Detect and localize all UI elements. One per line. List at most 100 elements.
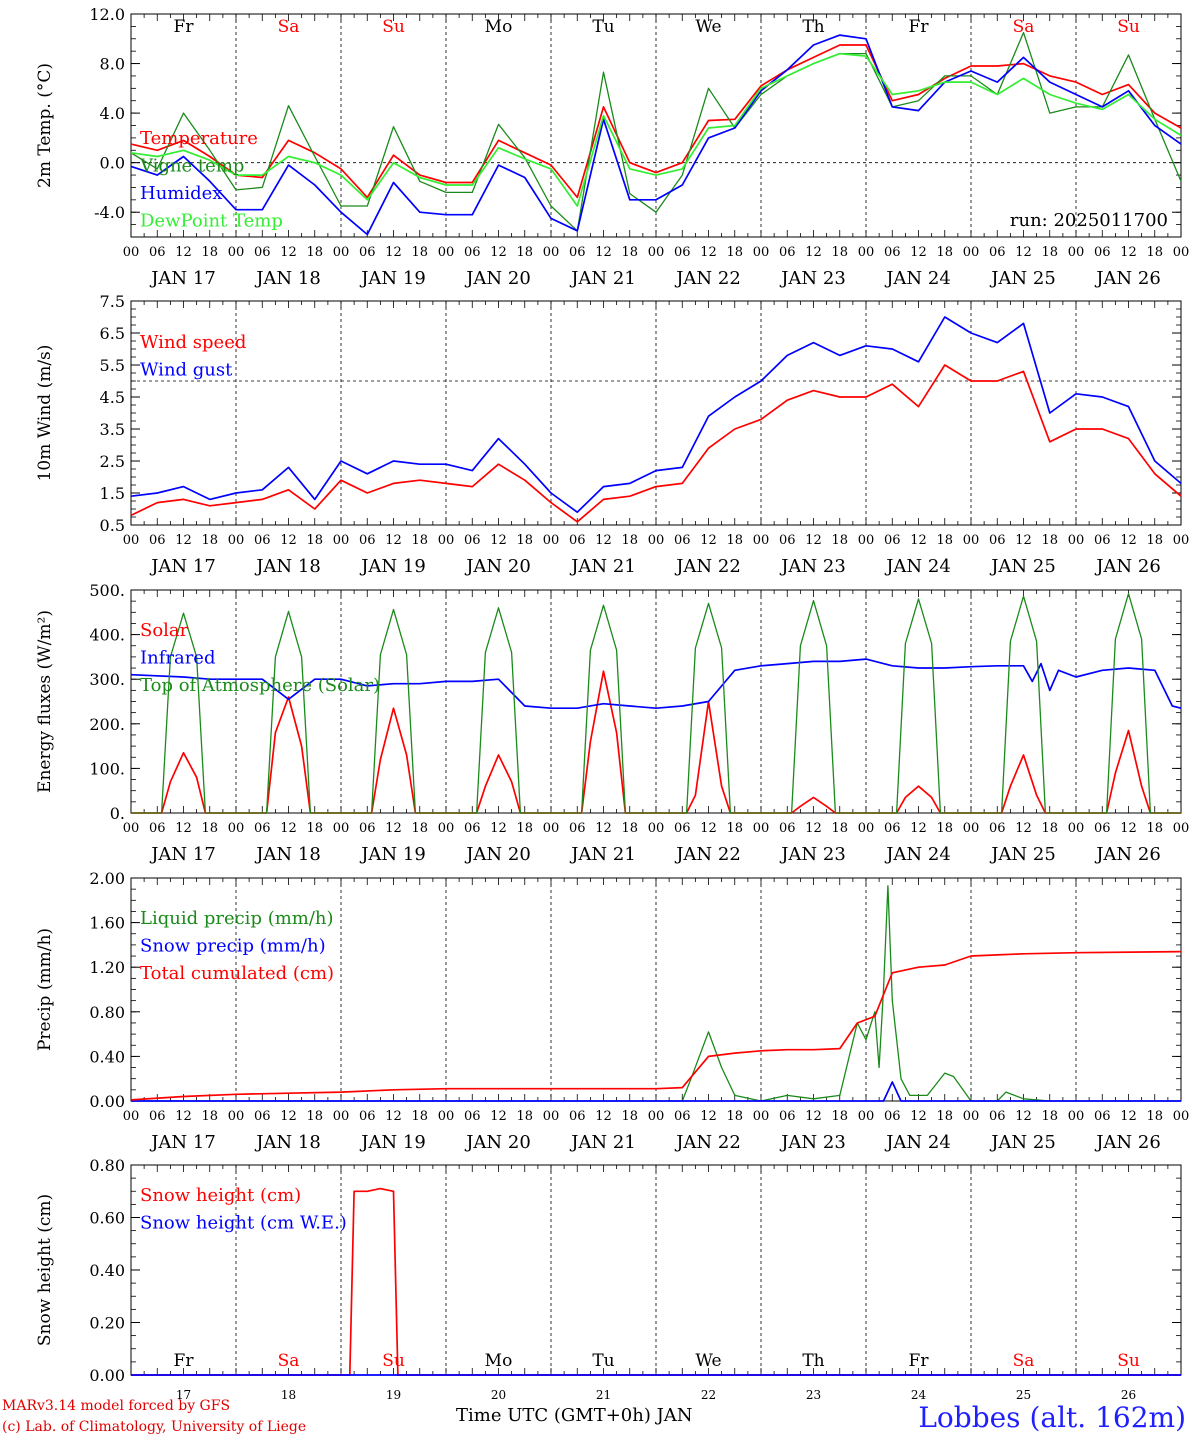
- hour-tick-label: 18: [726, 821, 743, 836]
- hour-tick-label: 18: [936, 245, 953, 260]
- hour-tick-label: 18: [1146, 533, 1163, 548]
- series-line-energy-green: [131, 592, 1181, 814]
- hour-tick-label: 06: [359, 245, 376, 260]
- hour-tick-label: 00: [438, 821, 455, 836]
- day-label: JAN 23: [779, 844, 846, 865]
- weekday-label: Fr: [909, 17, 930, 37]
- snow-y-tick-label: 0.20: [89, 1314, 125, 1333]
- hour-tick-label: 18: [726, 1109, 743, 1124]
- precip-y-tick-label: 1.60: [89, 914, 125, 933]
- wind-frame: [130, 300, 1182, 526]
- run-label: run: 2025011700: [1010, 210, 1168, 231]
- day-label: JAN 23: [779, 1132, 846, 1153]
- hour-tick-label: 18: [1146, 245, 1163, 260]
- hour-tick-label: 18: [936, 1109, 953, 1124]
- hour-tick-label: 18: [621, 821, 638, 836]
- hour-tick-label: 18: [411, 821, 428, 836]
- hour-tick-label: 06: [149, 821, 166, 836]
- hour-tick-label: 18: [306, 821, 323, 836]
- hour-tick-label: 06: [569, 1109, 586, 1124]
- series-line-temp-blue: [130, 34, 1182, 236]
- hour-tick-label: 12: [175, 821, 192, 836]
- hour-tick-label: 06: [674, 245, 691, 260]
- day-label: JAN 19: [359, 1132, 426, 1153]
- hour-tick-label: 00: [543, 821, 560, 836]
- day-label: JAN 18: [254, 556, 321, 577]
- time-axis-label: Time UTC (GMT+0h) JAN: [456, 1405, 693, 1426]
- hour-tick-label: 06: [884, 533, 901, 548]
- day-label: JAN 23: [779, 268, 846, 289]
- day-number-label: 25: [1016, 1388, 1031, 1402]
- hour-tick-label: 18: [201, 533, 218, 548]
- hour-tick-label: 06: [989, 245, 1006, 260]
- hour-tick-label: 12: [490, 533, 507, 548]
- legend-entry: Wind gust: [140, 360, 233, 381]
- hour-tick-label: 12: [595, 821, 612, 836]
- hour-tick-label: 00: [1068, 1109, 1085, 1124]
- hour-tick-label: 06: [1094, 821, 1111, 836]
- day-number-label: 19: [386, 1388, 401, 1402]
- wind-y-tick-label: 0.5: [100, 516, 125, 535]
- hour-tick-label: 06: [254, 821, 271, 836]
- hour-tick-label: 00: [333, 821, 350, 836]
- weekday-label: Su: [382, 17, 405, 37]
- hour-tick-label: 12: [700, 821, 717, 836]
- hour-tick-label: 06: [254, 533, 271, 548]
- weekday-label: Th: [802, 17, 824, 37]
- day-label: JAN 25: [989, 844, 1056, 865]
- legend-entry: Vigne temp: [139, 156, 244, 177]
- series-line-wind-red: [130, 364, 1182, 523]
- series-line-precip-blue: [131, 1081, 1181, 1102]
- hour-tick-label: 00: [753, 533, 770, 548]
- hour-tick-label: 06: [779, 533, 796, 548]
- weekday-label: Fr: [174, 17, 195, 37]
- hour-tick-label: 06: [1094, 1109, 1111, 1124]
- hour-tick-label: 12: [700, 533, 717, 548]
- day-label: JAN 21: [569, 268, 636, 289]
- day-number-label: 23: [806, 1388, 821, 1402]
- temp-y-tick-label: 4.0: [100, 104, 125, 123]
- hour-tick-label: 12: [1120, 533, 1137, 548]
- hour-tick-label: 06: [569, 533, 586, 548]
- hour-tick-label: 12: [280, 245, 297, 260]
- precip-y-tick-label: 2.00: [89, 869, 125, 888]
- lab-credit: (c) Lab. of Climatology, University of L…: [2, 1419, 307, 1435]
- hour-tick-label: 00: [543, 1109, 560, 1124]
- series-line-precip-red: [130, 950, 1182, 1101]
- wind-y-tick-label: 6.5: [100, 324, 125, 343]
- snow-y-tick-label: 0.00: [89, 1366, 125, 1385]
- day-label: JAN 24: [884, 844, 951, 865]
- day-label: JAN 22: [674, 1132, 741, 1153]
- hour-tick-label: 18: [831, 821, 848, 836]
- day-label: JAN 21: [569, 1132, 636, 1153]
- weekday-label: Fr: [909, 1351, 930, 1371]
- day-number-label: 24: [911, 1388, 927, 1402]
- hour-tick-label: 18: [411, 533, 428, 548]
- day-label: JAN 20: [464, 556, 531, 577]
- day-label: JAN 26: [1094, 1132, 1161, 1153]
- legend-entry: Snow height (cm W.E.): [140, 1213, 347, 1234]
- hour-tick-label: 06: [1094, 245, 1111, 260]
- precip-y-axis-title: Precip (mm/h): [35, 928, 55, 1051]
- wind-y-tick-label: 7.5: [100, 292, 125, 311]
- precip-y-tick-label: 1.20: [89, 958, 125, 977]
- hour-tick-label: 12: [595, 245, 612, 260]
- hour-tick-label: 12: [700, 245, 717, 260]
- day-label: JAN 17: [149, 844, 216, 865]
- hour-tick-label: 06: [254, 1109, 271, 1124]
- hour-tick-label: 00: [438, 245, 455, 260]
- hour-tick-label: 00: [753, 821, 770, 836]
- legend-entry: Solar: [140, 620, 189, 641]
- weekday-label: We: [695, 1351, 721, 1371]
- snow-y-tick-label: 0.80: [89, 1156, 125, 1175]
- precip-y-tick-label: 0.40: [89, 1047, 125, 1066]
- weekday-label: Tu: [592, 1351, 614, 1371]
- wind-y-tick-label: 3.5: [100, 420, 125, 439]
- legend-entry: Total cumulated (cm): [140, 963, 334, 984]
- day-label: JAN 24: [884, 556, 951, 577]
- hour-tick-label: 18: [936, 821, 953, 836]
- day-label: JAN 25: [989, 268, 1056, 289]
- day-label: JAN 26: [1094, 844, 1161, 865]
- hour-tick-label: 12: [280, 1109, 297, 1124]
- weekday-label: Sa: [1013, 17, 1035, 37]
